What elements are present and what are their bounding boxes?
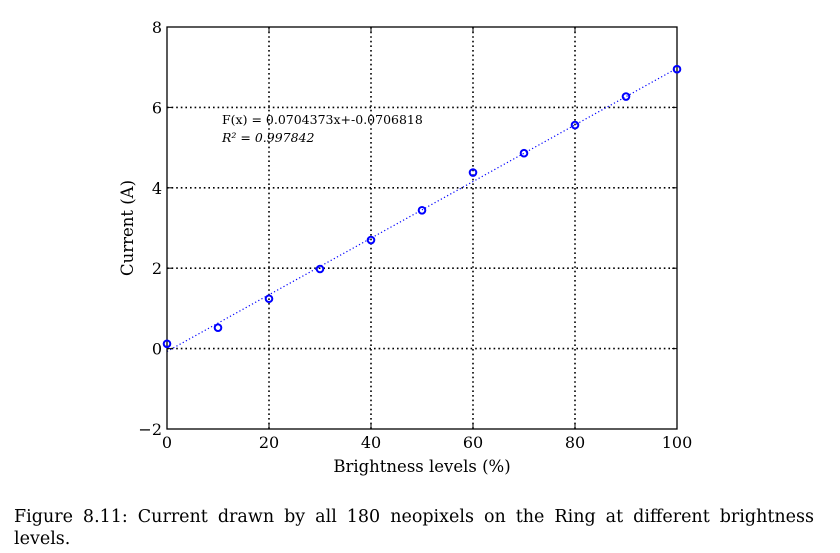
y-tick-label: 0 <box>152 340 162 359</box>
y-tick-label: −2 <box>138 420 162 439</box>
data-point <box>621 92 631 101</box>
data-points <box>162 64 682 349</box>
data-point <box>519 148 529 158</box>
r-squared-label: R² = 0.997842 <box>221 130 315 145</box>
figure-caption: Figure 8.11: Current drawn by all 180 ne… <box>14 507 814 549</box>
x-tick-label: 40 <box>361 433 381 452</box>
x-tick-label: 20 <box>259 433 279 452</box>
data-point <box>417 206 427 215</box>
plot-frame <box>166 26 678 430</box>
data-point <box>672 64 682 74</box>
fit-line-layer <box>166 67 678 352</box>
data-point <box>213 323 223 332</box>
fit-equation-label: F(x) = 0.0704373x+-0.0706818 <box>222 112 423 127</box>
x-tick-label: 60 <box>463 433 483 452</box>
x-tick-label: 0 <box>162 433 172 452</box>
data-point <box>570 120 580 130</box>
fit-line <box>166 67 678 352</box>
data-point <box>366 235 376 245</box>
data-point <box>264 294 274 304</box>
grid-lines <box>167 27 677 429</box>
x-tick-label: 80 <box>565 433 585 452</box>
y-tick-label: 6 <box>152 98 162 117</box>
y-tick-label: 4 <box>152 179 162 198</box>
x-tick-label: 100 <box>662 433 693 452</box>
data-point <box>315 264 325 274</box>
y-tick-label: 8 <box>152 18 162 37</box>
data-point <box>468 168 478 177</box>
data-point <box>162 339 172 349</box>
y-axis-label: Current (A) <box>118 180 137 276</box>
y-tick-label: 2 <box>152 259 162 278</box>
x-axis-label: Brightness levels (%) <box>333 457 510 476</box>
